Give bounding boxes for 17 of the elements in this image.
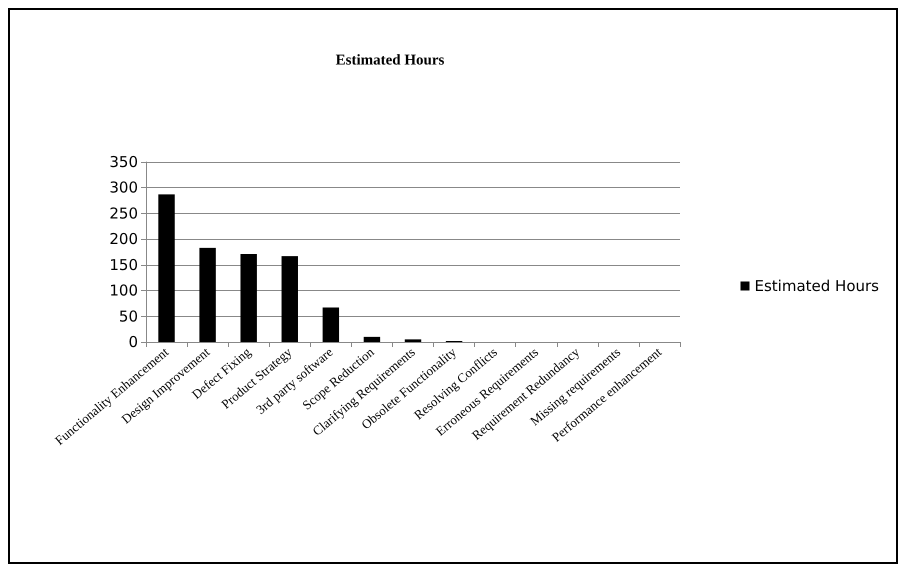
bar — [240, 254, 257, 342]
bar — [364, 336, 380, 342]
y-tick-label: 50 — [118, 307, 138, 326]
bar — [158, 194, 175, 342]
legend-label: Estimated Hours — [754, 277, 880, 295]
bar — [282, 256, 298, 342]
y-tick-label: 300 — [109, 178, 138, 197]
bar — [199, 248, 216, 342]
y-tick-label: 150 — [109, 256, 138, 274]
y-tick-label: 100 — [109, 282, 138, 300]
y-tick-label: 200 — [109, 230, 138, 248]
chart-title: Estimated Hours — [336, 52, 445, 68]
bar — [404, 339, 422, 342]
y-tick-label: 250 — [109, 204, 138, 222]
y-tick-label: 350 — [109, 153, 138, 171]
bar — [322, 308, 340, 342]
y-tick-label: 0 — [128, 333, 138, 351]
